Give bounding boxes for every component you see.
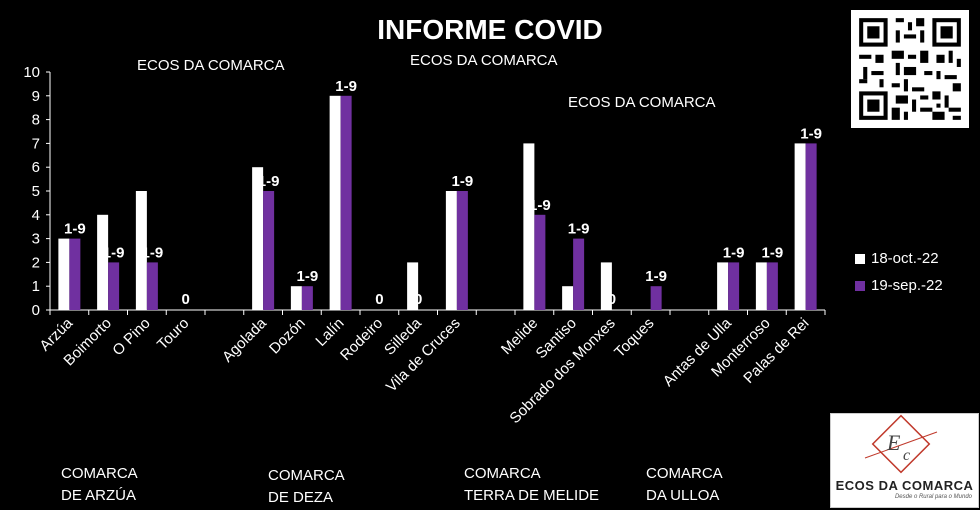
bar-18-oct [523, 143, 535, 310]
y-tick-label: 5 [32, 183, 40, 200]
data-label: 1-9 [568, 221, 590, 238]
data-label: 1-9 [723, 244, 745, 261]
data-label: 1-9 [800, 125, 822, 142]
y-tick-label: 3 [32, 231, 40, 248]
data-label: 1-9 [142, 244, 164, 261]
data-label: 1-9 [452, 173, 474, 190]
legend-label: 18-oct.-22 [871, 250, 939, 267]
legend-label: 19-sep.-22 [871, 277, 943, 294]
y-tick-label: 4 [32, 207, 40, 224]
bar-19-sep [805, 143, 817, 310]
group-label: COMARCA DE ARZÚA [61, 465, 138, 504]
bar-18-oct [58, 238, 70, 310]
legend-item: 19-sep.-22 [855, 277, 943, 294]
x-tick-label: O Pino [109, 315, 153, 359]
legend-item: 18-oct.-22 [855, 250, 939, 267]
bar-18-oct [600, 262, 612, 310]
bar-19-sep [263, 191, 275, 310]
data-label: 1-9 [258, 173, 280, 190]
x-tick-label: Dozón [266, 315, 309, 358]
x-tick-label: Touro [154, 315, 193, 354]
bar-18-oct [755, 262, 767, 310]
group-label: COMARCA DA ULLOA [646, 465, 723, 504]
bar-18-oct [794, 143, 806, 310]
bar-19-sep [728, 262, 740, 310]
bar-19-sep [573, 238, 585, 310]
bar-19-sep [146, 262, 158, 310]
y-tick-label: 6 [32, 159, 40, 176]
data-label: 0 [608, 291, 616, 308]
y-tick-label: 1 [32, 278, 40, 295]
y-tick-label: 2 [32, 254, 40, 271]
bar-19-sep [69, 238, 81, 310]
bar-18-oct [445, 191, 457, 310]
bar-18-oct [135, 191, 147, 310]
logo-mark-icon: E c [864, 414, 938, 474]
data-label: 0 [375, 291, 383, 308]
bar-19-sep [108, 262, 120, 310]
x-tick-label: Rodeiro [337, 315, 386, 364]
svg-text:E: E [886, 430, 901, 455]
x-tick-label: Agolada [219, 314, 270, 365]
x-tick-label: Toques [611, 315, 657, 361]
data-label: 1-9 [103, 244, 125, 261]
watermark-text: ECOS DA COMARCA [137, 57, 285, 74]
y-tick-label: 8 [32, 112, 40, 129]
bar-18-oct [97, 214, 109, 310]
bar-18-oct [252, 167, 264, 310]
legend-swatch [855, 281, 865, 291]
y-tick-label: 7 [32, 135, 40, 152]
data-label: 1-9 [335, 78, 357, 95]
data-label: 1-9 [645, 268, 667, 285]
bar-19-sep [340, 95, 352, 310]
data-label: 0 [181, 291, 189, 308]
group-label: COMARCA TERRA DE MELIDE [464, 465, 600, 504]
bar-18-oct [290, 286, 302, 310]
bar-19-sep [766, 262, 778, 310]
data-label: 1-9 [762, 244, 784, 261]
qr-code-icon [851, 10, 969, 128]
legend-swatch [855, 254, 865, 264]
bar-18-oct [717, 262, 729, 310]
data-label: 0 [414, 291, 422, 308]
bar-18-oct [562, 286, 574, 310]
bar-18-oct [407, 262, 419, 310]
data-label: 1-9 [64, 221, 86, 238]
group-label: COMARCA DE DEZA [268, 467, 345, 506]
watermark-text: ECOS DA COMARCA [568, 94, 716, 111]
logo-text: ECOS DA COMARCA [835, 478, 974, 493]
bar-19-sep [534, 214, 546, 310]
logo-tagline: Desde o Rural para o Mundo [894, 494, 972, 500]
bar-19-sep [301, 286, 313, 310]
svg-text:c: c [903, 447, 910, 464]
y-tick-label: 10 [23, 64, 40, 81]
watermark-text: ECOS DA COMARCA [410, 52, 558, 69]
y-tick-label: 9 [32, 88, 40, 105]
bar-18-oct [329, 95, 341, 310]
data-label: 1-9 [297, 268, 319, 285]
data-label: 1-9 [529, 197, 551, 214]
chart-title: INFORME COVID [377, 14, 603, 45]
y-tick-label: 0 [32, 302, 40, 319]
bar-19-sep [456, 191, 468, 310]
x-tick-label: Lalín [312, 315, 347, 350]
bar-19-sep [650, 286, 662, 310]
logo: E c ECOS DA COMARCA Desde o Rural para o… [830, 413, 979, 508]
